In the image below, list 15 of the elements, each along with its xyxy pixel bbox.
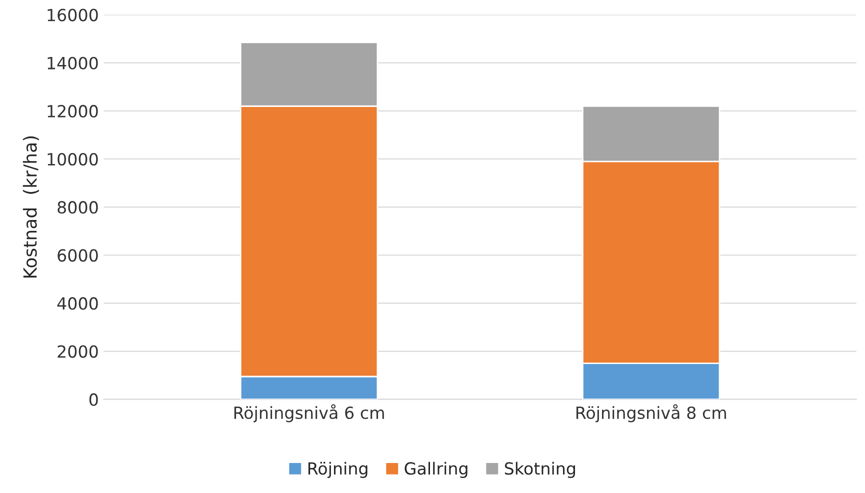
x-tick-label: Röjningsnivå 8 cm [576, 404, 726, 422]
y-tick-label: 8000 [58, 201, 98, 214]
y-tick-label: 10000 [48, 152, 98, 166]
legend-label: Skotning [504, 462, 576, 478]
y-axis-title: Kostnad (kr/ha) [22, 136, 39, 278]
legend-label: Gallring [404, 462, 468, 478]
y-tick-label: 2000 [58, 345, 98, 358]
y-tick-label: 0 [89, 393, 98, 406]
y-tick-label: 4000 [57, 297, 98, 310]
y-tick-label: 14000 [48, 56, 98, 70]
y-tick-label: 6000 [58, 249, 98, 262]
legend-label: Röjning [308, 462, 368, 478]
y-tick-label: 12000 [48, 104, 98, 118]
y-tick-label: 16000 [48, 8, 98, 22]
x-tick-label: Röjningsnivå 6 cm [234, 404, 384, 422]
